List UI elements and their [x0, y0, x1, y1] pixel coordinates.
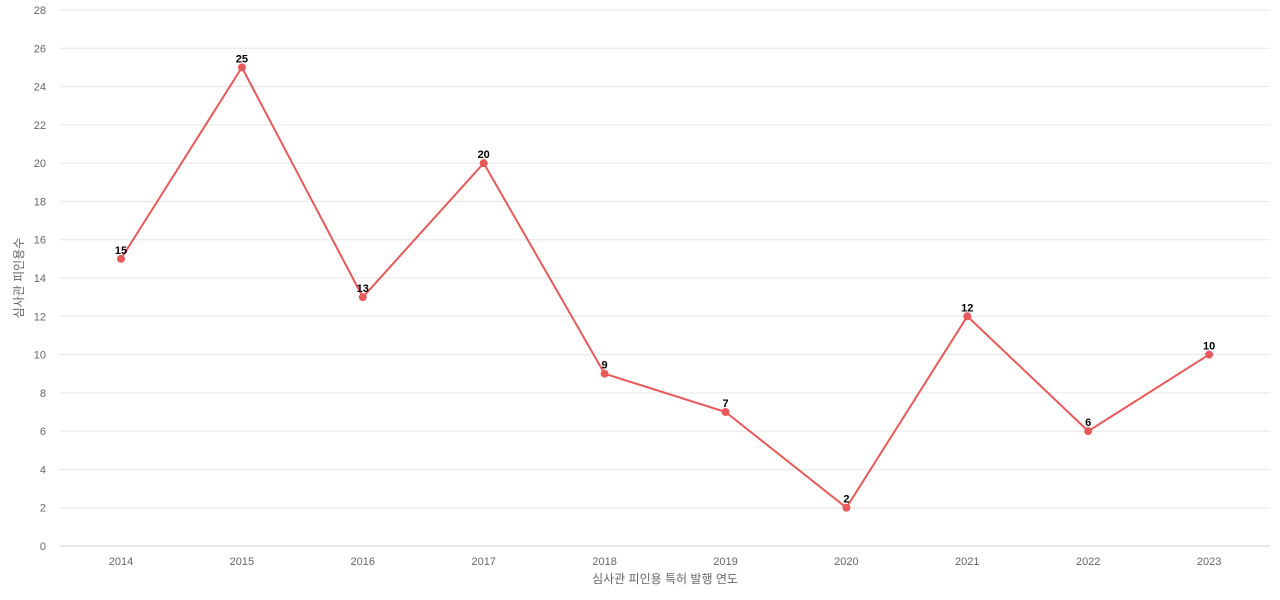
- data-label: 25: [236, 53, 248, 65]
- y-tick-label: 4: [40, 464, 46, 476]
- x-tick-label: 2023: [1197, 556, 1221, 568]
- y-axis-title: 심사관 피인용수: [12, 238, 26, 319]
- data-label: 7: [722, 398, 728, 410]
- y-tick-label: 6: [40, 426, 46, 438]
- y-tick-label: 26: [34, 43, 46, 55]
- y-tick-label: 0: [40, 541, 46, 553]
- y-tick-label: 28: [34, 5, 46, 17]
- series-layer: [120, 66, 1210, 509]
- data-point[interactable]: [1205, 350, 1214, 359]
- data-label: 13: [357, 283, 369, 295]
- data-point[interactable]: [479, 159, 488, 168]
- y-tick-label: 22: [34, 120, 46, 132]
- x-tick-label: 2018: [592, 556, 616, 568]
- y-tick-label: 16: [34, 235, 46, 247]
- y-tick-label: 2: [40, 503, 46, 515]
- x-axis-ticks: 2014 2015 2016 2017 2018 2019 2020 2021 2022 2023: [109, 556, 1222, 568]
- data-label: 2: [843, 494, 849, 506]
- data-points: [117, 63, 1214, 512]
- data-labels: 15 25 13 20 9 7 2 12 6 10: [115, 53, 1215, 505]
- grid-lines: [60, 9, 1270, 547]
- y-tick-label: 8: [40, 388, 46, 400]
- data-point[interactable]: [1084, 427, 1093, 436]
- x-tick-label: 2016: [351, 556, 375, 568]
- x-tick-label: 2014: [109, 556, 133, 568]
- x-tick-label: 2019: [713, 556, 737, 568]
- data-label: 20: [478, 149, 490, 161]
- x-tick-label: 2021: [955, 556, 979, 568]
- data-point[interactable]: [237, 63, 246, 72]
- x-tick-label: 2022: [1076, 556, 1100, 568]
- data-point[interactable]: [358, 293, 367, 302]
- x-tick-label: 2015: [230, 556, 254, 568]
- data-point[interactable]: [117, 254, 125, 263]
- data-label: 12: [961, 302, 973, 314]
- y-tick-label: 24: [34, 82, 46, 94]
- data-point[interactable]: [721, 408, 730, 416]
- y-tick-label: 18: [34, 196, 46, 208]
- y-tick-label: 20: [34, 158, 46, 170]
- x-axis-title: 심사관 피인용 특허 발행 연도: [592, 571, 738, 586]
- y-tick-label: 12: [34, 311, 46, 323]
- data-point[interactable]: [600, 369, 609, 378]
- y-tick-label: 14: [34, 273, 46, 285]
- series-line: [120, 66, 1210, 509]
- x-tick-label: 2017: [471, 556, 495, 568]
- data-label: 15: [115, 245, 127, 257]
- data-label: 9: [602, 360, 608, 372]
- data-point[interactable]: [842, 503, 851, 512]
- y-tick-label: 10: [34, 350, 46, 362]
- data-label: 6: [1085, 417, 1091, 429]
- data-label: 10: [1203, 341, 1215, 353]
- x-tick-label: 2020: [834, 556, 858, 568]
- data-point[interactable]: [963, 312, 972, 321]
